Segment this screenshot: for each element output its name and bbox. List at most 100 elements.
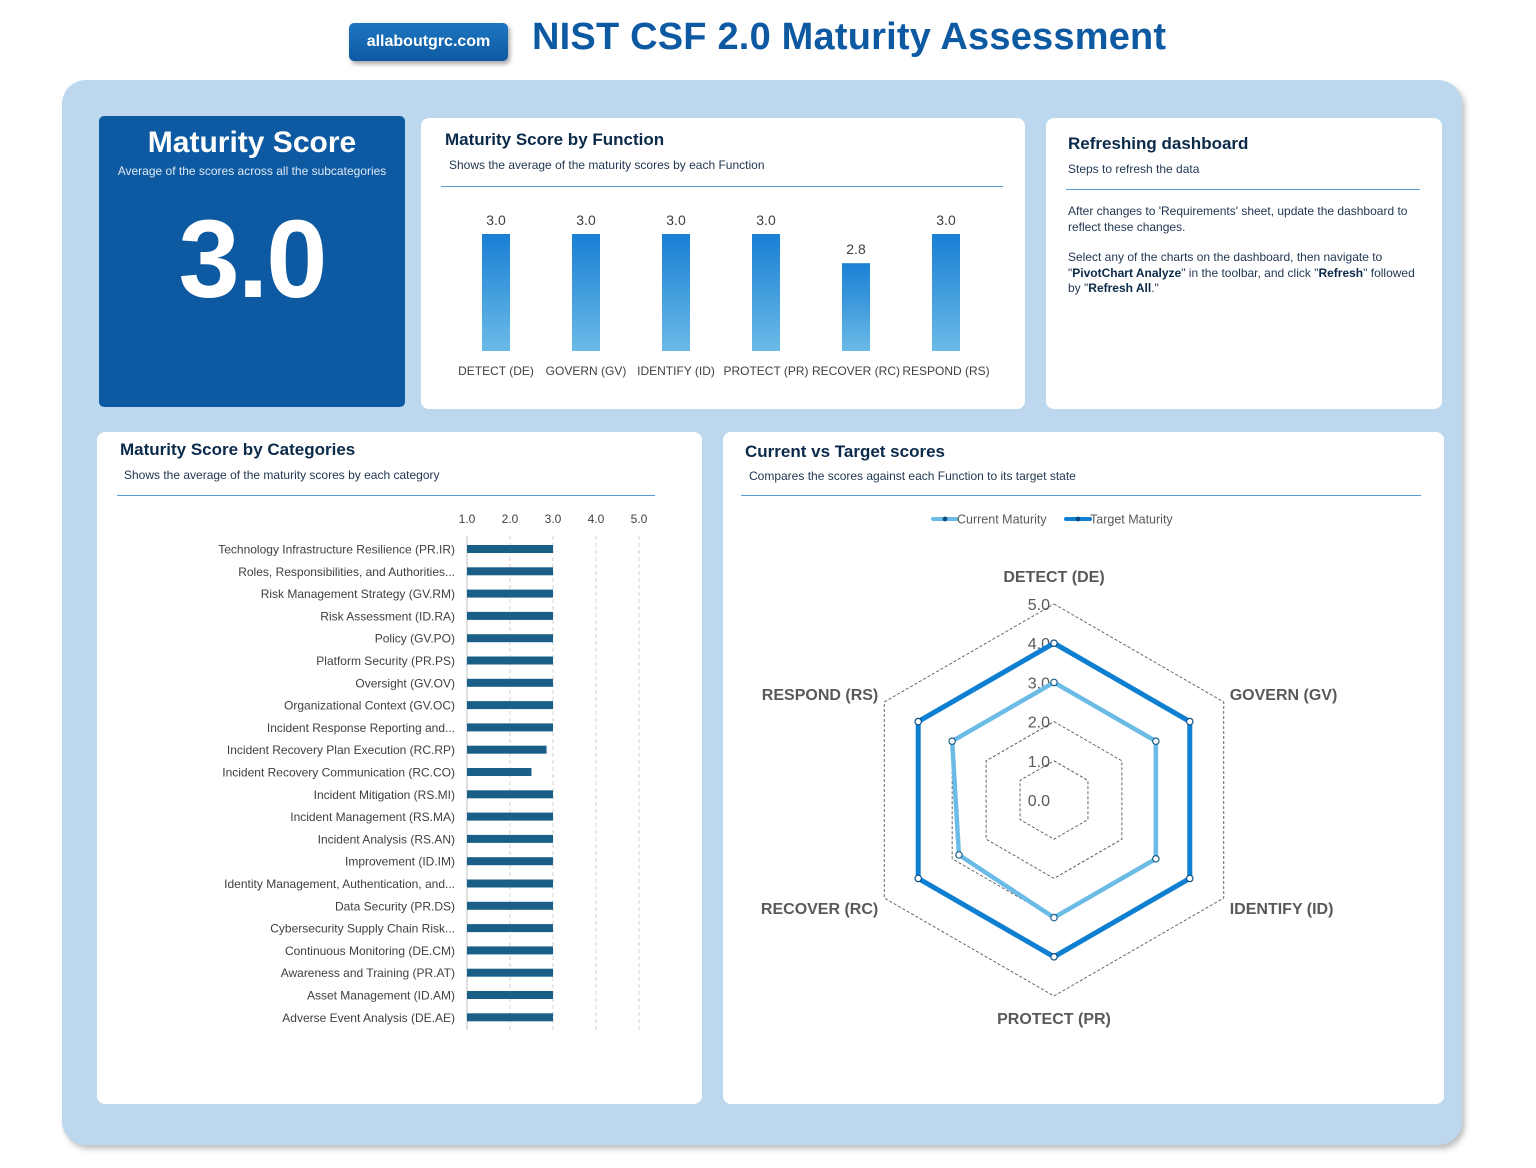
category-chart-card[interactable]: Maturity Score by Categories Shows the a… bbox=[97, 432, 702, 1104]
refresh-subtitle: Steps to refresh the data bbox=[1068, 162, 1200, 176]
category-bar[interactable] bbox=[467, 634, 553, 643]
radar-point[interactable] bbox=[1050, 952, 1058, 961]
category-bar[interactable] bbox=[467, 656, 553, 665]
radar-point[interactable] bbox=[1185, 717, 1194, 726]
category-bar[interactable] bbox=[467, 790, 553, 799]
maturity-score-value: 3.0 bbox=[178, 198, 328, 321]
function-bar-data-label: 3.0 bbox=[576, 212, 596, 228]
function-chart-subtitle: Shows the average of the maturity scores… bbox=[449, 158, 765, 172]
category-bar[interactable] bbox=[467, 545, 553, 553]
radar-tick-label: 2.0 bbox=[1028, 715, 1050, 732]
refresh-label: Refresh bbox=[1318, 265, 1364, 280]
function-bar[interactable] bbox=[662, 234, 690, 351]
radar-point[interactable] bbox=[1050, 913, 1058, 922]
category-bar[interactable] bbox=[467, 567, 553, 576]
category-bar[interactable] bbox=[467, 924, 553, 933]
category-x-tick: 3.0 bbox=[545, 512, 562, 526]
category-bar[interactable] bbox=[467, 812, 553, 821]
category-bar[interactable] bbox=[467, 968, 553, 977]
category-bar[interactable] bbox=[467, 834, 553, 843]
category-bar[interactable] bbox=[467, 879, 553, 888]
category-bar[interactable] bbox=[467, 589, 553, 598]
current-maturity-series[interactable] bbox=[949, 680, 1159, 920]
radar-point[interactable] bbox=[1050, 678, 1058, 687]
function-bar[interactable] bbox=[842, 263, 870, 351]
category-label: Continuous Monitoring (DE.CM) bbox=[285, 944, 455, 958]
category-bar[interactable] bbox=[467, 745, 547, 754]
radar-tick-label: 0.0 bbox=[1028, 793, 1050, 810]
category-label: Improvement (ID.IM) bbox=[345, 855, 455, 869]
legend-target-maturity[interactable]: Target Maturity bbox=[1090, 513, 1173, 527]
category-x-tick: 2.0 bbox=[502, 512, 519, 526]
legend-target-maturity-marker bbox=[1075, 516, 1081, 522]
refresh-instructions: After changes to 'Requirements' sheet, u… bbox=[1068, 204, 1418, 312]
category-label: Organizational Context (GV.OC) bbox=[284, 699, 455, 713]
radar-axis-label: RECOVER (RC) bbox=[761, 901, 878, 918]
radar-grid-ring bbox=[917, 642, 1191, 958]
category-chart-title: Maturity Score by Categories bbox=[120, 440, 356, 459]
category-label: Incident Recovery Plan Execution (RC.RP) bbox=[227, 743, 455, 757]
function-bar[interactable] bbox=[932, 234, 960, 351]
category-label: Oversight (GV.OV) bbox=[355, 676, 455, 690]
radar-grid-ring bbox=[1019, 760, 1089, 840]
radar-axis-label: IDENTIFY (ID) bbox=[1230, 901, 1334, 918]
category-x-tick: 5.0 bbox=[631, 512, 648, 526]
category-bar[interactable] bbox=[467, 857, 553, 866]
radar-tick-label: 1.0 bbox=[1028, 754, 1050, 771]
target-maturity-series[interactable] bbox=[915, 640, 1193, 960]
legend-current-maturity[interactable]: Current Maturity bbox=[957, 513, 1047, 527]
maturity-score-title: Maturity Score bbox=[147, 126, 357, 159]
radar-point[interactable] bbox=[914, 874, 923, 883]
function-chart-card[interactable]: Maturity Score by Function Shows the ave… bbox=[421, 118, 1025, 409]
maturity-score-subtitle: Average of the scores across all the sub… bbox=[117, 164, 387, 178]
category-label: Technology Infrastructure Resilience (PR… bbox=[218, 543, 455, 557]
category-bar[interactable] bbox=[467, 1013, 553, 1022]
radar-chart-card[interactable]: Current vs Target scores Compares the sc… bbox=[723, 432, 1444, 1104]
function-bar[interactable] bbox=[572, 234, 600, 351]
radar-point[interactable] bbox=[1152, 854, 1160, 863]
radar-point[interactable] bbox=[1050, 639, 1058, 648]
category-bar[interactable] bbox=[467, 678, 553, 687]
function-bar-data-label: 2.8 bbox=[846, 241, 866, 257]
category-label: Data Security (PR.DS) bbox=[335, 899, 455, 913]
category-label: Identity Management, Authentication, and… bbox=[224, 877, 455, 891]
category-label: Risk Management Strategy (GV.RM) bbox=[261, 587, 455, 601]
refresh-all-label: Refresh All bbox=[1088, 281, 1152, 295]
category-bar[interactable] bbox=[467, 768, 532, 776]
category-label: Platform Security (PR.PS) bbox=[316, 654, 455, 668]
category-label: Awareness and Training (PR.AT) bbox=[281, 966, 455, 980]
category-bar[interactable] bbox=[467, 701, 553, 710]
category-bar[interactable] bbox=[467, 723, 553, 732]
function-category-label: IDENTIFY (ID) bbox=[637, 364, 715, 378]
radar-point[interactable] bbox=[914, 717, 923, 726]
category-bar[interactable] bbox=[467, 991, 553, 999]
function-bar[interactable] bbox=[752, 234, 780, 351]
category-bar[interactable] bbox=[467, 946, 553, 955]
site-badge[interactable]: allaboutgrc.com bbox=[349, 23, 508, 61]
category-bar-chart[interactable]: 1.0 2.0 3.0 4.0 5.0 Technology Infrastructure… bbox=[97, 432, 702, 1104]
category-label: Risk Assessment (ID.RA) bbox=[320, 609, 455, 623]
refresh-paragraph-1: After changes to 'Requirements' sheet, u… bbox=[1068, 204, 1408, 234]
radar-point[interactable] bbox=[948, 737, 956, 746]
radar-point[interactable] bbox=[1152, 737, 1160, 746]
refresh-instructions-card: Refreshing dashboard Steps to refresh th… bbox=[1046, 118, 1442, 409]
category-label: Incident Response Reporting and... bbox=[267, 721, 455, 735]
legend-current-maturity-marker bbox=[942, 516, 948, 522]
function-bar-chart[interactable]: 3.0 DETECT (DE) 3.0 GOVERN (GV) 3.0 IDENTIFY … bbox=[421, 118, 1025, 409]
radar-point[interactable] bbox=[955, 851, 963, 859]
function-bar[interactable] bbox=[482, 234, 510, 351]
radar-grid-ring bbox=[883, 603, 1225, 997]
function-category-label: GOVERN (GV) bbox=[546, 364, 627, 378]
category-bar[interactable] bbox=[467, 611, 553, 620]
category-x-tick: 4.0 bbox=[588, 512, 605, 526]
category-bar[interactable] bbox=[467, 901, 553, 910]
page-title: NIST CSF 2.0 Maturity Assessment bbox=[532, 16, 1167, 58]
category-label: Incident Mitigation (RS.MI) bbox=[314, 788, 455, 802]
radar-axis-label: DETECT (DE) bbox=[1003, 569, 1104, 586]
function-category-label: PROTECT (PR) bbox=[723, 364, 808, 378]
function-bar-data-label: 3.0 bbox=[936, 212, 956, 228]
radar-axis-label: RESPOND (RS) bbox=[762, 687, 878, 704]
category-label: Policy (GV.PO) bbox=[375, 632, 455, 646]
radar-point[interactable] bbox=[1185, 874, 1194, 883]
